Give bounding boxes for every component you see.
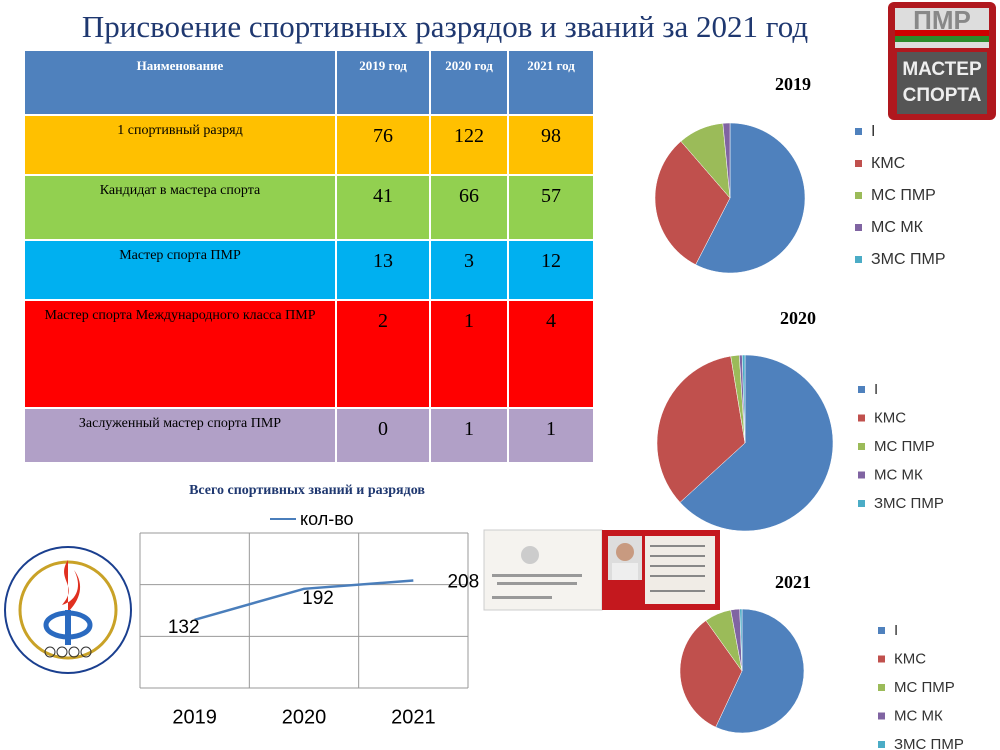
data-label: 132: [168, 617, 200, 638]
table-cell: 3: [430, 240, 508, 300]
legend-label: I: [874, 381, 878, 398]
table-cell: 2: [336, 300, 430, 408]
emblem: [4, 546, 132, 674]
legend-swatch: [878, 712, 885, 720]
data-label: 208: [447, 572, 479, 593]
pie-title: 2020: [780, 308, 816, 328]
legend-label: ЗМС ПМР: [874, 495, 944, 512]
legend-label: КМС: [874, 409, 906, 426]
legend-label: ЗМС ПМР: [871, 251, 946, 268]
x-tick-label: 2019: [172, 706, 217, 728]
legend-swatch: [878, 655, 885, 663]
legend-label: МС ПМР: [894, 679, 955, 696]
legend-swatch: [878, 741, 885, 748]
legend-label: МС ПМР: [874, 438, 935, 455]
pie-slice: [722, 122, 731, 199]
table-cell: Мастер спорта ПМР: [24, 240, 336, 300]
legend-label: МС МК: [871, 219, 924, 236]
chart-title: Всего спортивных званий и разрядов: [189, 483, 425, 498]
badge: ПМР МАСТЕР СПОРТА: [888, 2, 996, 120]
pie-slice: [679, 354, 834, 532]
legend-swatch: [858, 414, 865, 422]
table-cell: 98: [508, 115, 594, 175]
pie-title: 2021: [775, 572, 811, 592]
badge-line: МАСТЕР: [902, 59, 982, 80]
table-cell: 57: [508, 175, 594, 240]
table-cell: 2020 год: [430, 50, 508, 115]
table-cell: Заслуженный мастер спорта ПМР: [24, 408, 336, 463]
table-cell: 1: [508, 408, 594, 463]
legend-label: КМС: [871, 155, 905, 172]
pie-slice: [654, 140, 731, 265]
legend-label: ЗМС ПМР: [894, 736, 964, 750]
table-cell: 12: [508, 240, 594, 300]
legend-label: кол-во: [300, 509, 354, 529]
table-cell: 2019 год: [336, 50, 430, 115]
legend-swatch: [858, 471, 865, 479]
legend-swatch: [855, 224, 862, 231]
badge-top: ПМР: [913, 5, 971, 35]
table-cell: 1: [430, 300, 508, 408]
table-cell: 1: [430, 408, 508, 463]
table-cell: 122: [430, 115, 508, 175]
table-cell: 2021 год: [508, 50, 594, 115]
legend-swatch: [855, 192, 862, 199]
legend-label: I: [871, 123, 875, 140]
legend-swatch: [858, 443, 865, 450]
table-cell: 13: [336, 240, 430, 300]
table-cell: Кандидат в мастера спорта: [24, 175, 336, 240]
pie-slice: [741, 354, 746, 444]
pie-slice: [679, 620, 743, 728]
legend-swatch: [858, 500, 865, 507]
legend-label: МС МК: [874, 466, 923, 483]
table-cell: 1 спортивный разряд: [24, 115, 336, 175]
table-cell: 76: [336, 115, 430, 175]
legend-swatch: [855, 128, 862, 135]
table-cell: Наименование: [24, 50, 336, 115]
slide-title: Присвоение спортивных разрядов и званий …: [82, 9, 808, 44]
legend-label: I: [894, 622, 898, 639]
legend-label: КМС: [894, 650, 926, 667]
legend-label: МС МК: [894, 707, 943, 724]
x-tick-label: 2021: [391, 706, 436, 728]
pie-slice: [715, 608, 805, 734]
pie-title: 2019: [775, 74, 811, 94]
legend-swatch: [858, 386, 865, 393]
table-cell: 0: [336, 408, 430, 463]
line-series: [194, 579, 414, 622]
legend-swatch: [855, 256, 862, 263]
data-label: 192: [302, 588, 334, 609]
pie-slice: [656, 355, 746, 503]
pie-slice: [739, 608, 743, 672]
badge-line: СПОРТА: [903, 85, 982, 106]
x-tick-label: 2020: [282, 706, 327, 728]
table-cell: Мастер спорта Международного класса ПМР: [24, 300, 336, 408]
certificate: [483, 529, 720, 611]
table-cell: 4: [508, 300, 594, 408]
legend-swatch: [878, 684, 885, 691]
legend-label: МС ПМР: [871, 187, 936, 204]
pie-slice: [695, 122, 806, 274]
table-cell: 66: [430, 175, 508, 240]
legend-swatch: [855, 160, 862, 167]
table-cell: 41: [336, 175, 430, 240]
legend-swatch: [878, 627, 885, 634]
